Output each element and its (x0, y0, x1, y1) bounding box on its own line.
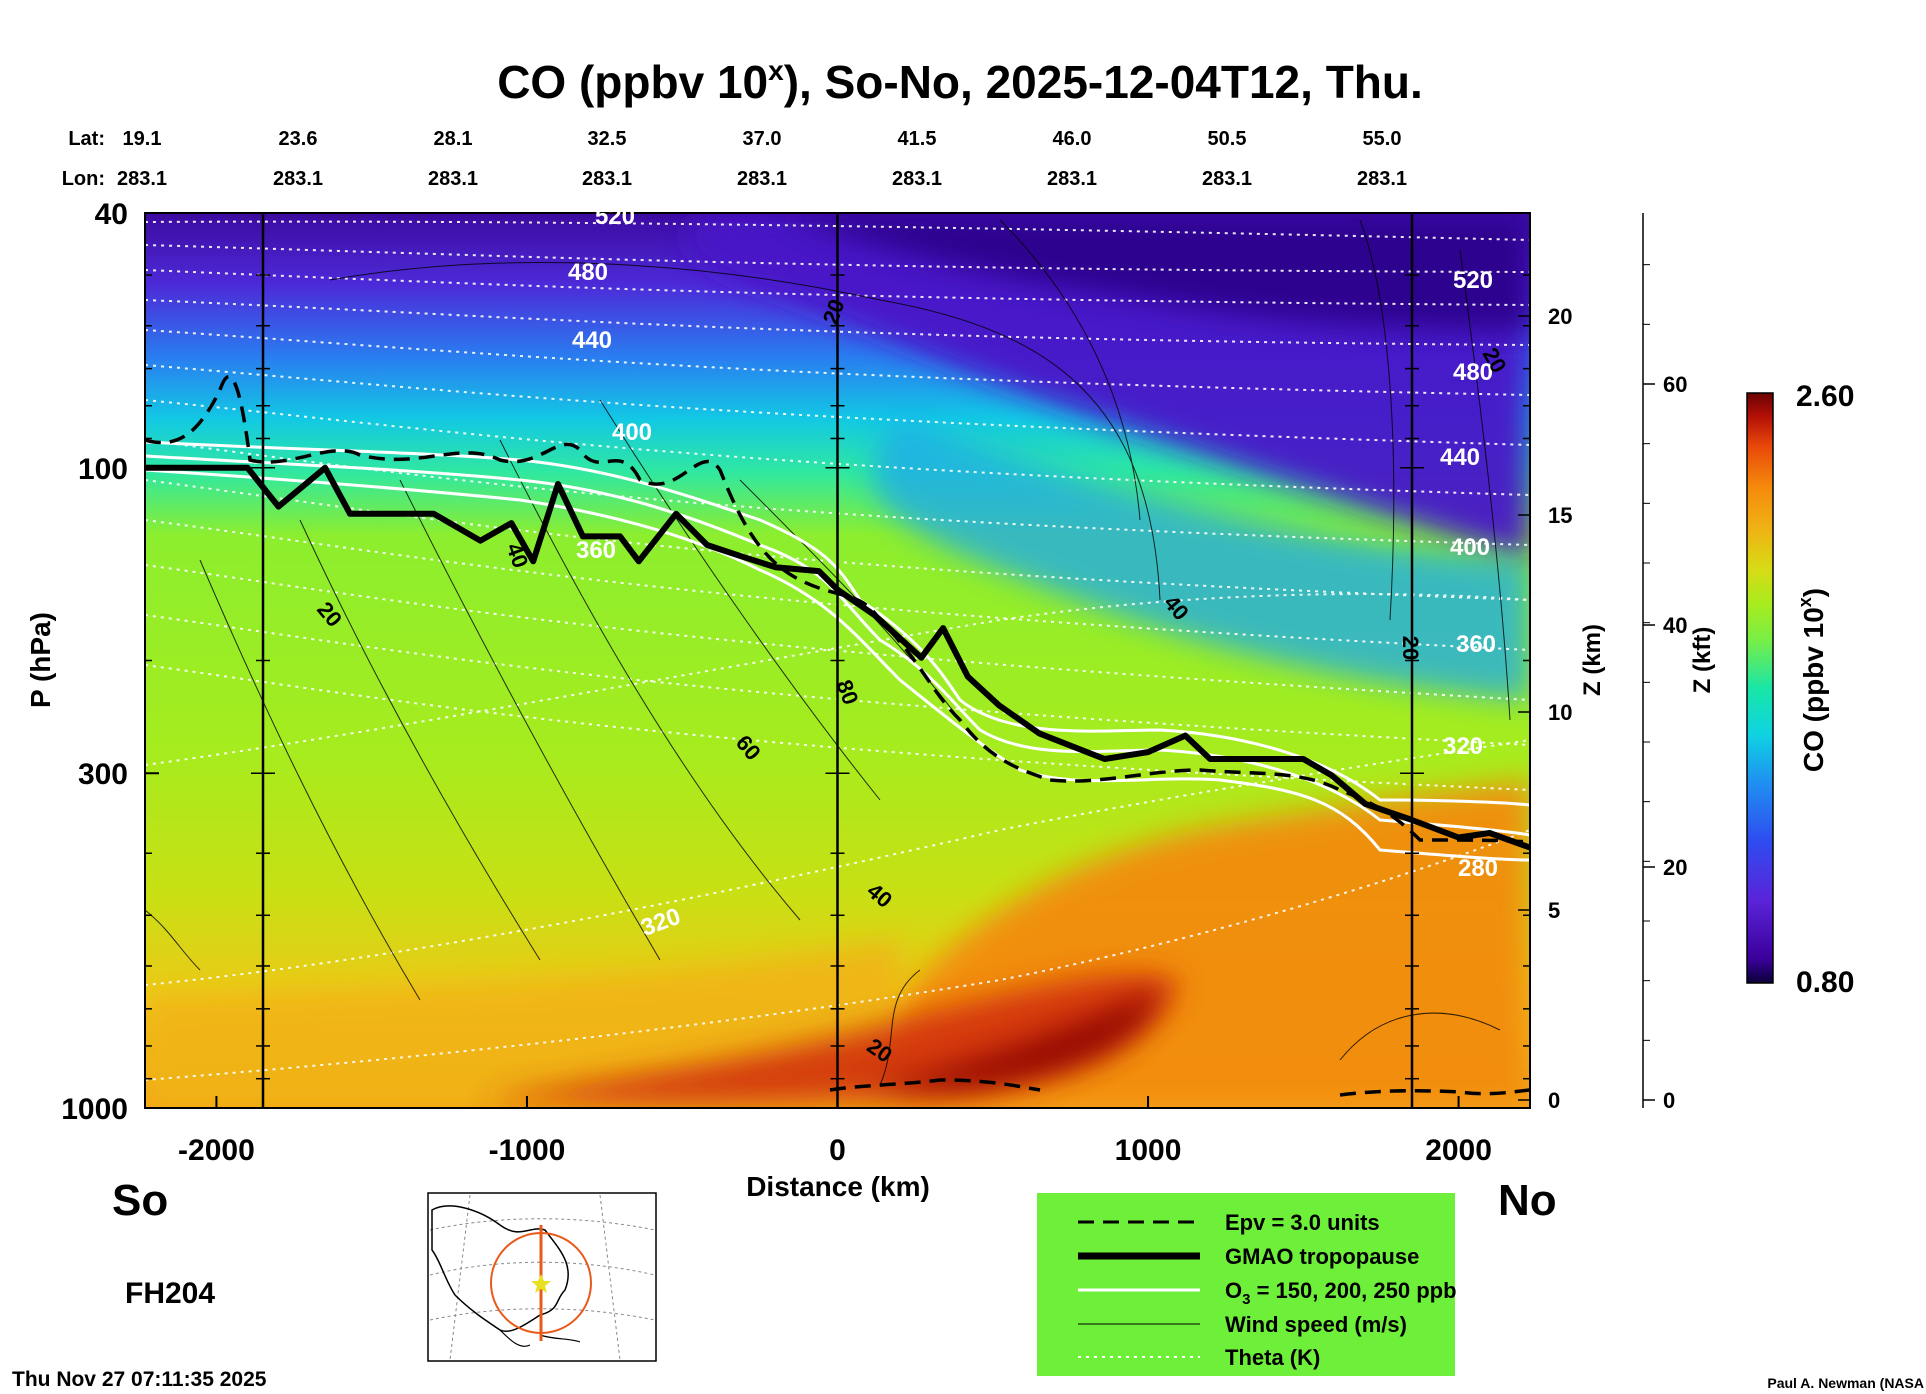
x-tick-label: 1000 (1115, 1134, 1182, 1167)
x-axis: -2000 -1000 0 1000 2000 (178, 1096, 1492, 1167)
legend-epv-label: Epv = 3.0 units (1225, 1210, 1380, 1235)
lon-tick-label: 283.1 (428, 168, 478, 190)
colorbar-min-label: 0.80 (1796, 966, 1854, 999)
lon-tick-label: 283.1 (582, 168, 632, 190)
south-label: So (112, 1176, 168, 1225)
lon-tick-label: 283.1 (1202, 168, 1252, 190)
theta-label: 480 (1453, 359, 1493, 386)
z-kft-tick-label: 60 (1663, 372, 1687, 397)
y-tick-label: 1000 (61, 1093, 128, 1126)
z-kft-axis-label: Z (kft) (1689, 627, 1716, 694)
colorbar-label: CO (ppbv 10x) (1795, 588, 1829, 772)
lat-lon-tick-labels: 19.1 23.6 28.1 32.5 37.0 41.5 46.0 50.5 55.0 283.… (117, 128, 1407, 190)
z-kft-tick-label: 0 (1663, 1088, 1675, 1113)
north-america-coastline (431, 1205, 569, 1332)
lat-tick-label: 28.1 (434, 128, 473, 150)
wind-label: 20 (1398, 636, 1423, 660)
ozone-contours (145, 440, 1530, 862)
theta-label: 480 (568, 259, 608, 286)
z-kft-axis: 0 20 40 60 (1643, 264, 1687, 1113)
z-kft-tick-label: 40 (1663, 613, 1687, 638)
lon-tick-label: 283.1 (117, 168, 167, 190)
epv-contour (145, 375, 1530, 1097)
x-tick-label: -1000 (489, 1134, 566, 1167)
chart-title: CO (ppbv 10x), So-No, 2025-12-04T12, Thu… (497, 55, 1423, 108)
z-km-tick-label: 20 (1548, 304, 1572, 329)
x-axis-label: Distance (km) (746, 1171, 930, 1202)
theta-label: 320 (1443, 733, 1483, 760)
inset-map-graticule (429, 1194, 656, 1361)
lat-row-label: Lat: (68, 128, 105, 150)
y-tick-label: 100 (78, 453, 128, 486)
legend-ozone-label: O3 = 150, 200, 250 ppb (1225, 1278, 1457, 1308)
legend-theta-label: Theta (K) (1225, 1345, 1320, 1370)
co-plume-core (860, 990, 1160, 1090)
x-tick-label: -2000 (178, 1134, 255, 1167)
y-axis: 40 100 300 1000 (61, 198, 1530, 1126)
mid-co-band (871, 420, 1530, 700)
legend-tropopause-label: GMAO tropopause (1225, 1244, 1419, 1269)
x-tick-label: 2000 (1425, 1134, 1492, 1167)
lat-tick-label: 32.5 (588, 128, 627, 150)
vertical-reference-lines (251, 213, 1424, 1108)
lat-tick-label: 19.1 (123, 128, 162, 150)
lat-tick-label: 46.0 (1053, 128, 1092, 150)
lon-tick-label: 283.1 (1357, 168, 1407, 190)
center-star-icon (531, 1274, 551, 1293)
z-km-axis: 0 5 10 15 20 (1518, 304, 1572, 1113)
north-label: No (1498, 1176, 1557, 1225)
caribbean-coastline (499, 1329, 581, 1347)
z-km-axis-label: Z (km) (1579, 624, 1606, 696)
y-tick-label: 300 (78, 758, 128, 791)
y-axis-label: P (hPa) (25, 612, 56, 708)
z-km-tick-label: 0 (1548, 1088, 1560, 1113)
colorbar-max-label: 2.60 (1796, 380, 1854, 413)
theta-label: 520 (595, 203, 635, 230)
lon-row-label: Lon: (62, 168, 105, 190)
lon-tick-label: 283.1 (1047, 168, 1097, 190)
z-km-tick-label: 15 (1548, 503, 1572, 528)
z-km-tick-label: 10 (1548, 700, 1572, 725)
z-kft-tick-label: 20 (1663, 855, 1687, 880)
theta-label: 400 (612, 419, 652, 446)
theta-label: 400 (1450, 534, 1490, 561)
credit: Paul A. Newman (NASA (1767, 1375, 1924, 1391)
colorbar (1746, 392, 1774, 984)
z-km-tick-label: 5 (1548, 898, 1560, 923)
lon-tick-label: 283.1 (892, 168, 942, 190)
plot-area (145, 213, 1530, 1108)
y-tick-label: 40 (95, 198, 128, 231)
lat-tick-label: 55.0 (1363, 128, 1402, 150)
lat-tick-label: 37.0 (743, 128, 782, 150)
theta-label: 360 (1456, 631, 1496, 658)
forecast-hour-label: FH204 (125, 1277, 215, 1310)
inset-map (427, 1192, 657, 1362)
lat-tick-label: 41.5 (898, 128, 937, 150)
legend: Epv = 3.0 units GMAO tropopause O3 = 150… (1037, 1193, 1457, 1376)
timestamp: Thu Nov 27 07:11:35 2025 (12, 1368, 267, 1391)
theta-contours (145, 220, 1530, 1081)
wind-speed-contours (145, 219, 1511, 1086)
theta-label: 360 (576, 537, 616, 564)
legend-wind-label: Wind speed (m/s) (1225, 1312, 1407, 1337)
theta-label: 520 (1453, 267, 1493, 294)
theta-label: 280 (1458, 855, 1498, 882)
lowest-co-region (780, 213, 1530, 330)
lat-tick-label: 50.5 (1208, 128, 1247, 150)
lon-tick-label: 283.1 (737, 168, 787, 190)
theta-label: 440 (1440, 444, 1480, 471)
theta-label: 440 (572, 327, 612, 354)
lat-tick-label: 23.6 (279, 128, 318, 150)
x-tick-label: 0 (829, 1134, 846, 1167)
lon-tick-label: 283.1 (273, 168, 323, 190)
